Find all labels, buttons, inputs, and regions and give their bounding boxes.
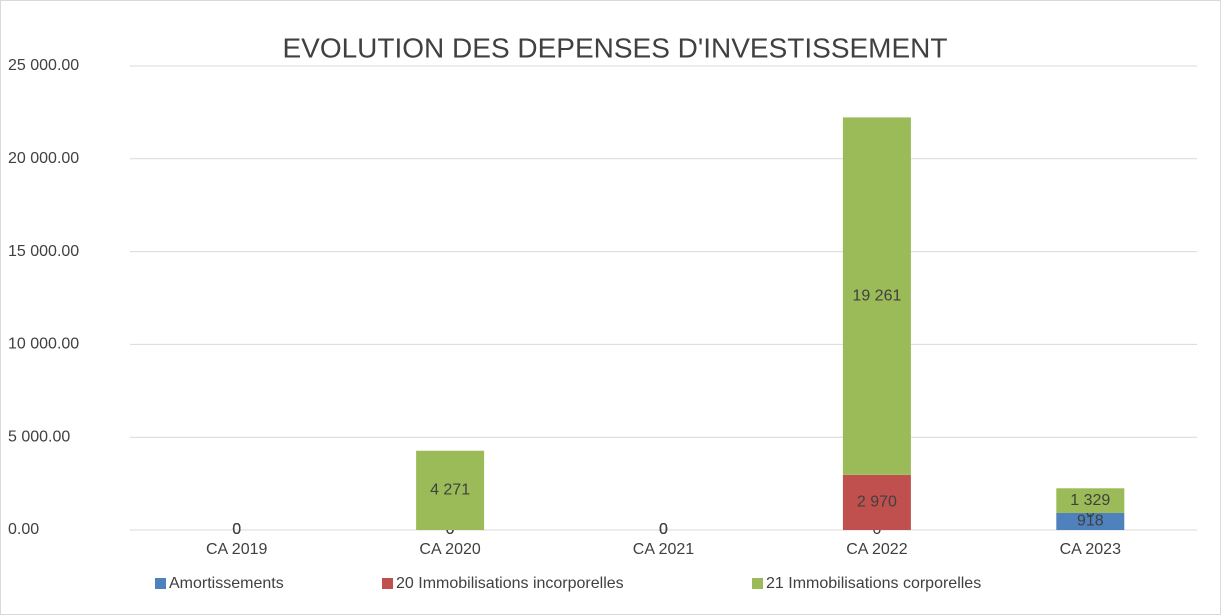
x-tick-label: CA 2021 <box>633 541 694 558</box>
data-label: 2 970 <box>857 494 897 511</box>
x-tick-label: CA 2023 <box>1060 541 1121 558</box>
x-tick-label: CA 2020 <box>419 541 480 558</box>
data-label: 0 <box>659 521 668 538</box>
legend-label: 20 Immobilisations incorporelles <box>396 575 624 592</box>
data-label: 0 <box>232 521 241 538</box>
data-label: 918 <box>1077 513 1104 530</box>
y-tick-label: 20 000.00 <box>8 150 79 167</box>
legend-swatch <box>382 578 393 589</box>
legend-label: 21 Immobilisations corporelles <box>766 575 981 592</box>
legend-swatch <box>752 578 763 589</box>
data-label: 1 329 <box>1070 492 1110 509</box>
x-tick-label: CA 2019 <box>206 541 267 558</box>
y-tick-label: 0.00 <box>8 521 39 538</box>
data-label: 19 261 <box>852 287 901 304</box>
data-label: 4 271 <box>430 482 470 499</box>
y-tick-label: 10 000.00 <box>8 336 79 353</box>
legend-swatch <box>155 578 166 589</box>
bar-segment <box>416 450 485 530</box>
data-label: 0 <box>659 521 668 538</box>
data-label: 0 <box>232 521 241 538</box>
bar-segment <box>842 474 911 530</box>
bar-segment <box>1056 488 1125 513</box>
y-tick-label: 15 000.00 <box>8 243 79 260</box>
data-label: 0 <box>659 521 668 538</box>
bar-segment <box>842 117 911 475</box>
x-tick-label: CA 2022 <box>846 541 907 558</box>
y-tick-label: 5 000.00 <box>8 428 70 445</box>
data-label: 0 <box>232 521 241 538</box>
chart-title: EVOLUTION DES DEPENSES D'INVESTISSEMENT <box>282 32 947 63</box>
legend-label: Amortissements <box>169 575 284 592</box>
y-tick-label: 25 000.00 <box>8 57 79 74</box>
bar-segment <box>1056 512 1125 530</box>
